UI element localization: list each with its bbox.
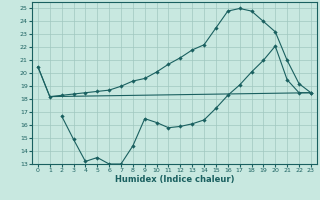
X-axis label: Humidex (Indice chaleur): Humidex (Indice chaleur) — [115, 175, 234, 184]
